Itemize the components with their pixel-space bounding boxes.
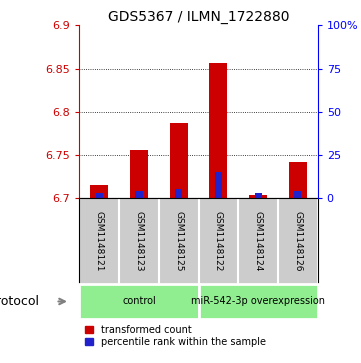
- Bar: [170, 123, 188, 198]
- Bar: [135, 191, 143, 198]
- Text: GSM1148123: GSM1148123: [135, 211, 143, 271]
- Bar: [130, 150, 148, 198]
- Bar: [209, 63, 227, 198]
- Text: GSM1148124: GSM1148124: [254, 211, 262, 271]
- Legend: transformed count, percentile rank within the sample: transformed count, percentile rank withi…: [84, 324, 267, 348]
- Text: protocol: protocol: [0, 295, 40, 308]
- Title: GDS5367 / ILMN_1722880: GDS5367 / ILMN_1722880: [108, 11, 289, 24]
- Bar: [289, 162, 307, 198]
- Bar: [215, 172, 222, 198]
- Bar: [90, 185, 108, 198]
- Text: GSM1148122: GSM1148122: [214, 211, 223, 271]
- Text: GSM1148125: GSM1148125: [174, 211, 183, 271]
- Bar: [249, 195, 267, 198]
- Bar: [175, 189, 182, 198]
- Bar: [255, 193, 262, 198]
- Bar: [199, 284, 318, 319]
- Text: GSM1148126: GSM1148126: [293, 211, 302, 271]
- Text: control: control: [122, 297, 156, 306]
- Bar: [79, 284, 199, 319]
- Bar: [96, 193, 103, 198]
- Text: miR-542-3p overexpression: miR-542-3p overexpression: [191, 297, 325, 306]
- Bar: [294, 191, 301, 198]
- Text: GSM1148121: GSM1148121: [95, 211, 104, 271]
